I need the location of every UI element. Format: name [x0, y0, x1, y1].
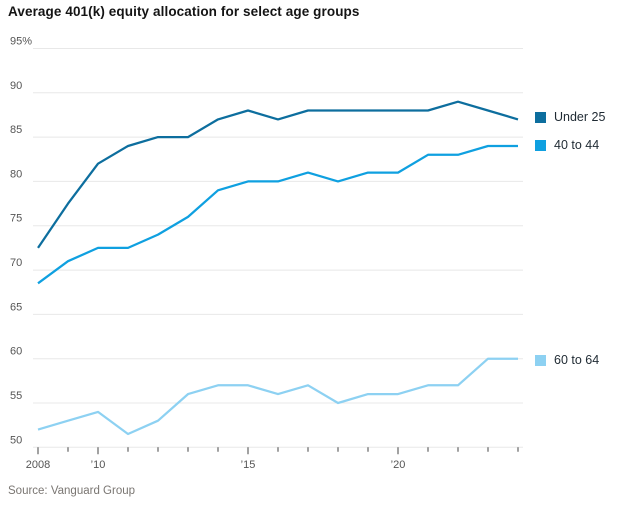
legend-label-under-25: Under 25: [554, 110, 606, 124]
legend-label-60-to-64: 60 to 64: [554, 353, 600, 367]
series-line-60-to-64: [37, 357, 518, 436]
legend-item-60-to-64: 60 to 64: [535, 353, 599, 367]
y-axis-label-90: 90: [10, 80, 22, 92]
legend-item-under-25: Under 25: [535, 110, 605, 124]
series-line-under-25: [37, 100, 519, 249]
x-axis-label-2020: ’20: [391, 459, 406, 471]
y-axis-label-55: 55: [10, 390, 22, 402]
y-axis-label-95: 95%: [10, 36, 32, 48]
series-line-40-to-44: [37, 144, 518, 285]
y-axis-label-70: 70: [10, 257, 22, 269]
y-axis-label-65: 65: [10, 301, 22, 313]
y-axis-label-85: 85: [10, 124, 22, 136]
y-axis-label-50: 50: [10, 434, 22, 446]
source-note: Source: Vanguard Group: [8, 485, 136, 497]
legend-item-40-to-44: 40 to 44: [535, 138, 599, 152]
legend-swatch-under-25: [535, 111, 546, 123]
y-axis-label-80: 80: [10, 168, 22, 180]
x-axis-label-2015: ’15: [241, 459, 256, 471]
legend-label-40-to-44: 40 to 44: [554, 138, 600, 152]
legend-swatch-40-to-44: [535, 139, 546, 151]
y-axis-label-75: 75: [10, 213, 22, 225]
x-axis-label-2010: ’10: [91, 459, 106, 471]
y-axis-label-60: 60: [10, 346, 22, 358]
x-axis-label-2008: 2008: [26, 459, 50, 471]
chart-title: Average 401(k) equity allocation for sel…: [8, 4, 360, 19]
legend-swatch-60-to-64: [535, 354, 546, 366]
